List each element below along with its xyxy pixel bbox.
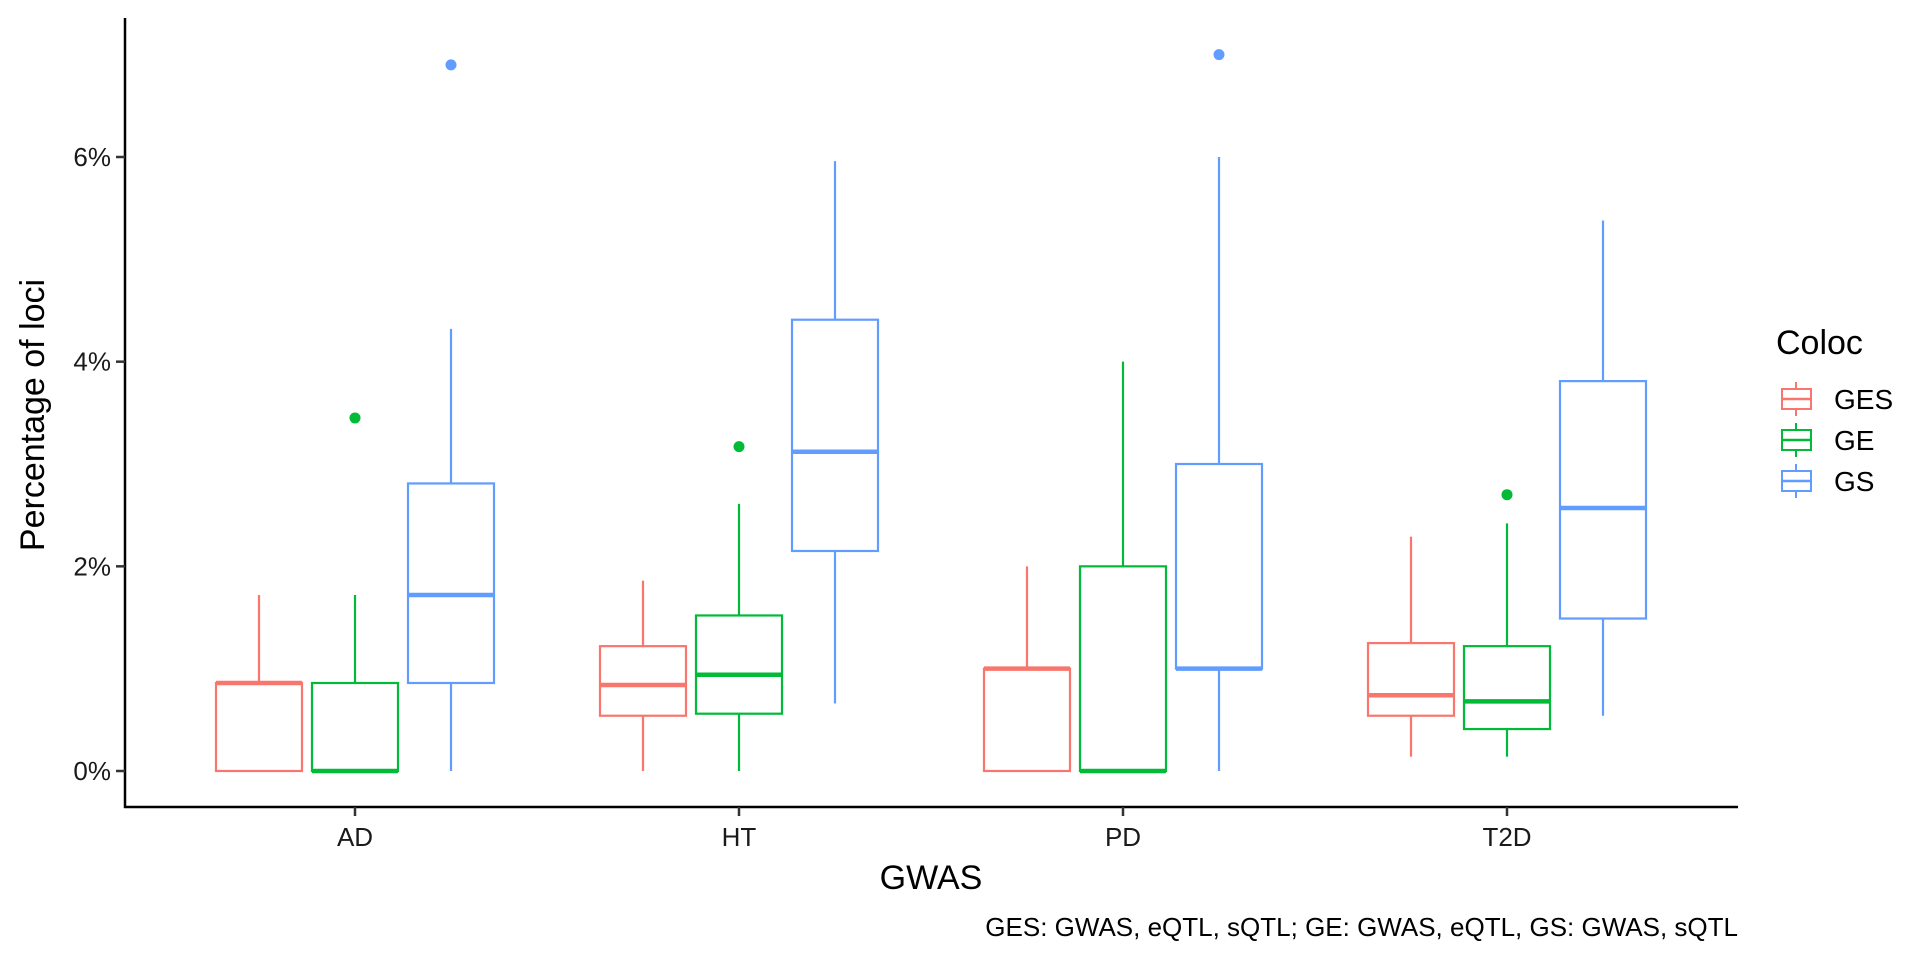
box-iqr xyxy=(406,482,496,685)
outlier-point xyxy=(733,441,745,453)
box-ge-t2d xyxy=(1462,489,1552,757)
legend-label: GS xyxy=(1834,466,1874,497)
x-tick-label: T2D xyxy=(1482,822,1531,852)
legend-items: GES GE GS xyxy=(1781,382,1893,498)
legend-item-ges: GES xyxy=(1781,382,1893,416)
box-gs-ad xyxy=(406,59,496,771)
legend-item-gs: GS xyxy=(1781,464,1874,498)
x-tick-label: AD xyxy=(337,822,373,852)
box-iqr xyxy=(982,667,1072,773)
y-tick-label: 2% xyxy=(73,551,111,581)
y-tick-label: 4% xyxy=(73,347,111,377)
y-tick-label: 0% xyxy=(73,756,111,786)
outlier-point xyxy=(445,59,457,71)
y-ticks: 0% 2% 4% 6% xyxy=(73,142,125,786)
y-tick-label: 6% xyxy=(73,142,111,172)
x-ticks: AD HT PD T2D xyxy=(337,807,1532,852)
outlier-point xyxy=(1213,49,1225,61)
box-ges-ad xyxy=(214,594,304,773)
box-ges-pd xyxy=(982,566,1072,773)
outlier-point xyxy=(1501,489,1513,501)
box-ges-ht xyxy=(598,580,688,771)
box-gs-ht xyxy=(790,161,880,704)
box-iqr xyxy=(1558,380,1648,620)
box-ges-t2d xyxy=(1366,536,1456,757)
legend-label: GES xyxy=(1834,384,1893,415)
box-iqr xyxy=(598,645,688,717)
box-iqr xyxy=(694,614,784,715)
box-iqr xyxy=(1366,641,1456,717)
box-ge-ad xyxy=(310,412,400,774)
box-gs-t2d xyxy=(1558,220,1648,716)
legend-title: Coloc xyxy=(1776,324,1863,362)
plot-area xyxy=(214,49,1648,774)
box-ge-pd xyxy=(1078,361,1168,774)
box-iqr xyxy=(310,681,400,773)
box-iqr xyxy=(214,681,304,773)
outlier-point xyxy=(349,412,361,424)
y-axis-title: Percentage of loci xyxy=(14,279,52,551)
box-iqr xyxy=(790,318,880,553)
x-tick-label: PD xyxy=(1105,822,1141,852)
x-axis-title: GWAS xyxy=(880,859,983,897)
caption: GES: GWAS, eQTL, sQTL; GE: GWAS, eQTL, G… xyxy=(985,912,1738,942)
box-ge-ht xyxy=(694,441,784,771)
x-tick-label: HT xyxy=(722,822,757,852)
legend-label: GE xyxy=(1834,425,1874,456)
box-iqr xyxy=(1174,462,1264,670)
box-iqr xyxy=(1462,645,1552,731)
box-gs-pd xyxy=(1174,49,1264,771)
box-iqr xyxy=(1078,565,1168,773)
legend-item-ge: GE xyxy=(1781,423,1874,457)
axes: 0% 2% 4% 6% AD HT PD T2D xyxy=(73,18,1738,852)
legend: Coloc GES GE GS xyxy=(1776,324,1893,498)
